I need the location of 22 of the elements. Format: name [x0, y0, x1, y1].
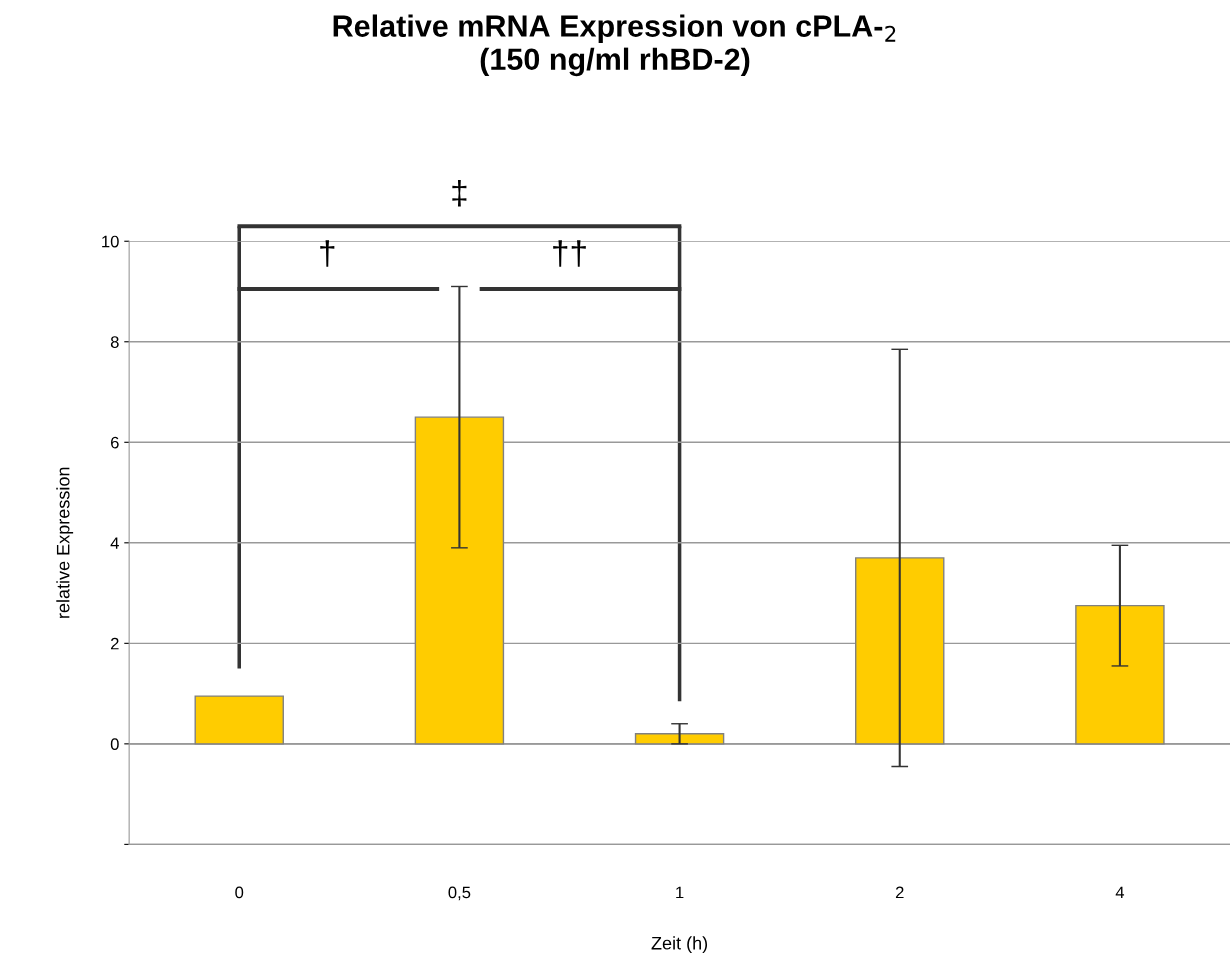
y-tick-label: 0 [110, 738, 119, 751]
bar [1075, 604, 1165, 745]
bar [414, 416, 505, 745]
x-tick-label: 4 [1115, 886, 1125, 899]
chart-title: Relative mRNA Expression von cPLA-$_{2}$ (150 ng/ml rhBD-2) [333, 14, 896, 77]
y-tick-label: 10 [102, 235, 119, 248]
y-axis-title: relative Expression [56, 467, 74, 618]
bar [855, 557, 945, 745]
x-tick-label: 0 [235, 886, 244, 899]
y-tick-label: 6 [111, 436, 119, 449]
y-tick-label: 4 [110, 537, 119, 549]
x-tick-label: 0,5 [448, 886, 471, 901]
annotation: † [320, 240, 335, 267]
y-tick-label: 2 [111, 637, 119, 650]
bar [634, 733, 725, 745]
y-tick-label: 8 [110, 336, 119, 348]
annotation: †† [553, 240, 586, 267]
text: ‡ [452, 180, 467, 207]
bar [194, 695, 284, 745]
x-axis-title: Zeit (h) [651, 936, 708, 954]
x-tick-label: 2 [895, 886, 904, 899]
x-tick-label: 1 [676, 886, 684, 899]
